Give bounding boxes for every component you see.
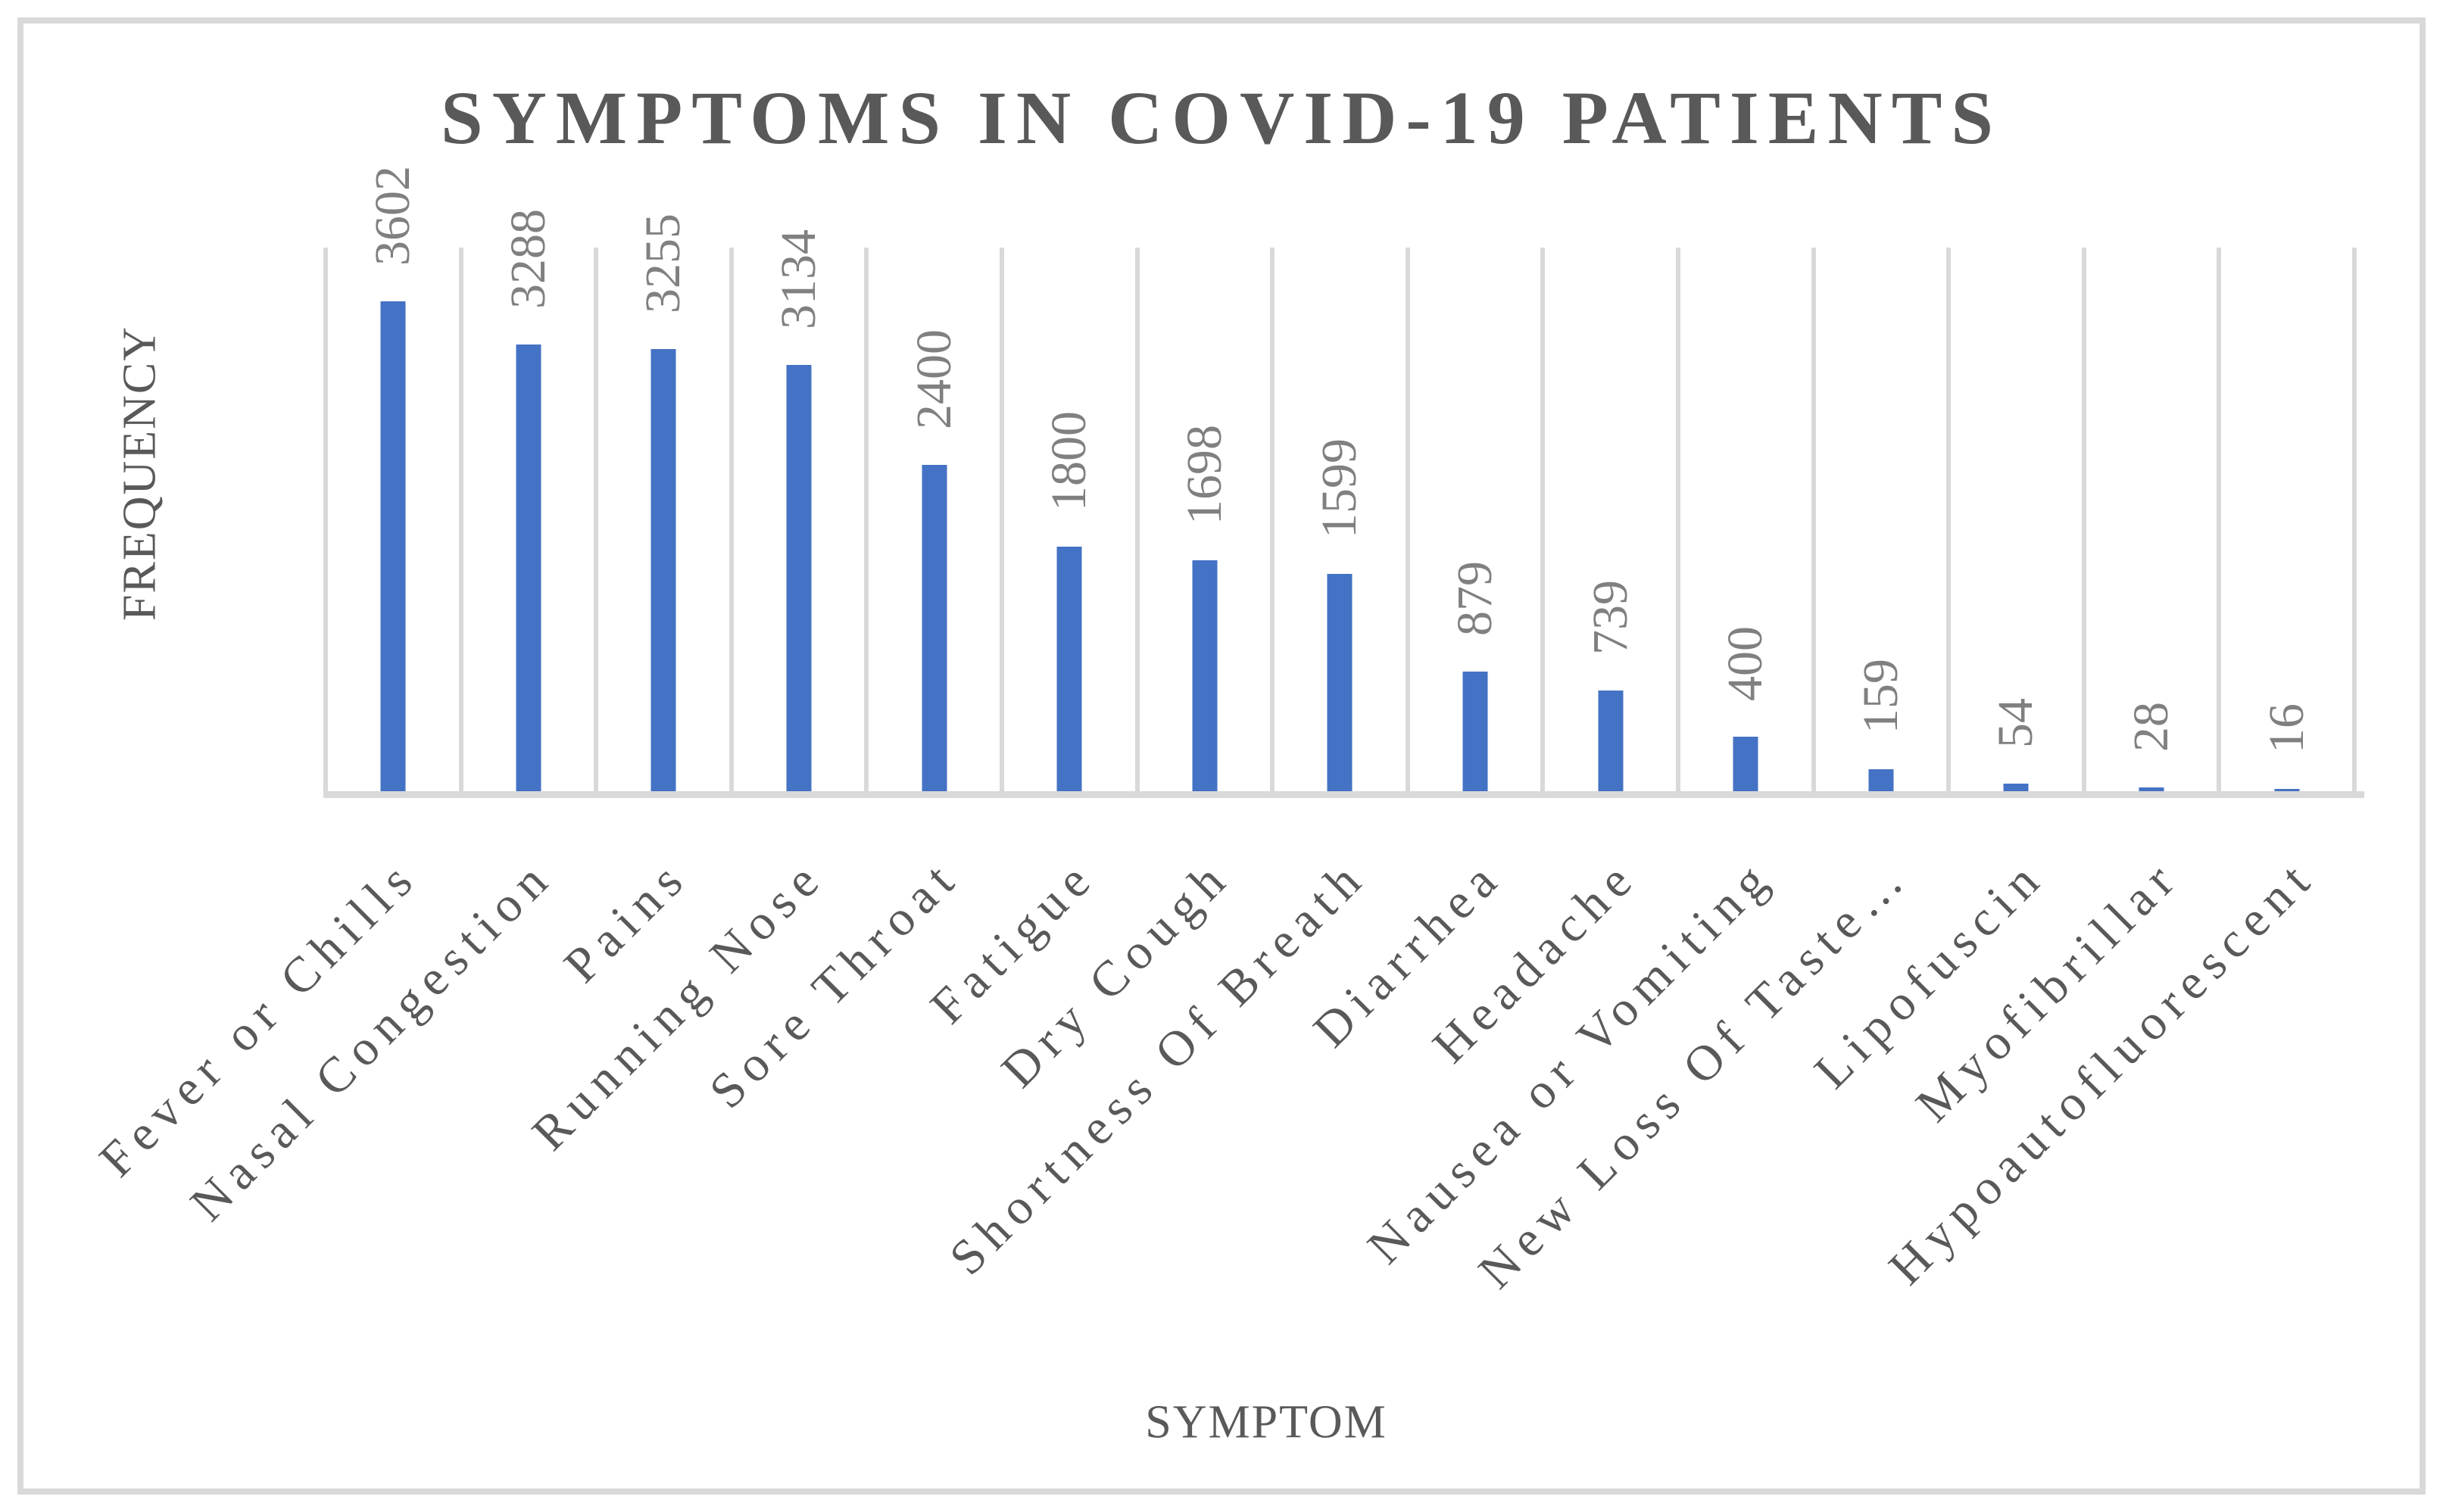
bar-value-label: 3602 [365, 166, 421, 266]
bar-2 [516, 344, 541, 791]
bar-value-label: 159 [1852, 659, 1908, 734]
bar-3 [651, 349, 676, 791]
bar-value-label: 879 [1447, 561, 1503, 636]
bar-value-label: 739 [1582, 580, 1638, 655]
category-slot: 159 [1811, 248, 1947, 791]
bar-6 [1056, 547, 1082, 791]
category-slot: 3602 [323, 166, 459, 791]
category-slot: 3134 [729, 229, 865, 791]
category-slot: 739 [1540, 248, 1676, 791]
bar-5 [922, 465, 947, 791]
bar-value-label: 28 [2123, 702, 2179, 752]
chart-border-frame [17, 17, 2426, 1495]
bar-9 [1462, 672, 1488, 791]
bar-value-label: 1698 [1176, 425, 1232, 525]
category-slot: 54 [1946, 248, 2082, 791]
bar-value-label: 54 [1988, 698, 2044, 748]
bar-value-label: 3255 [635, 214, 691, 313]
category-slot: 2400 [864, 248, 1000, 791]
bar-4 [786, 365, 812, 791]
bar-value-label: 400 [1718, 626, 1774, 701]
bar-value-label: 3288 [500, 209, 556, 309]
bar-value-label: 1599 [1312, 438, 1368, 538]
x-axis-title: SYMPTOM [1145, 1396, 1387, 1448]
bar-8 [1327, 574, 1353, 791]
x-axis-line [323, 791, 2364, 798]
bar-10 [1598, 691, 1624, 791]
bar-14 [2139, 787, 2164, 791]
category-slot: 28 [2081, 248, 2217, 791]
y-axis-title: FREQUENCY [114, 325, 166, 622]
bar-12 [1868, 769, 1894, 791]
chart-title: SYMPTOMS IN COVID-19 PATIENTS [440, 76, 2003, 160]
category-slot: 3255 [594, 214, 729, 791]
bar-15 [2274, 789, 2300, 791]
bar-value-label: 16 [2258, 703, 2314, 753]
bar-13 [2003, 784, 2029, 791]
bar-value-label: 1800 [1041, 411, 1097, 511]
bar-value-label: 2400 [906, 329, 962, 429]
category-slot: 1698 [1134, 248, 1271, 791]
bar-7 [1192, 560, 1218, 791]
category-slot: 400 [1675, 248, 1811, 791]
category-slot: 1599 [1270, 248, 1406, 791]
bar-11 [1733, 737, 1758, 791]
category-slot: 879 [1405, 248, 1541, 791]
category-slot: 3288 [458, 209, 594, 791]
bar-value-label: 3134 [771, 229, 827, 329]
bar-1 [380, 301, 406, 791]
category-slot: 16 [2217, 248, 2357, 791]
category-slot: 1800 [999, 248, 1135, 791]
plot-area: 3602 3288 3255 3134 2400 1800 1698 1599 879 739 40… [323, 166, 2357, 791]
